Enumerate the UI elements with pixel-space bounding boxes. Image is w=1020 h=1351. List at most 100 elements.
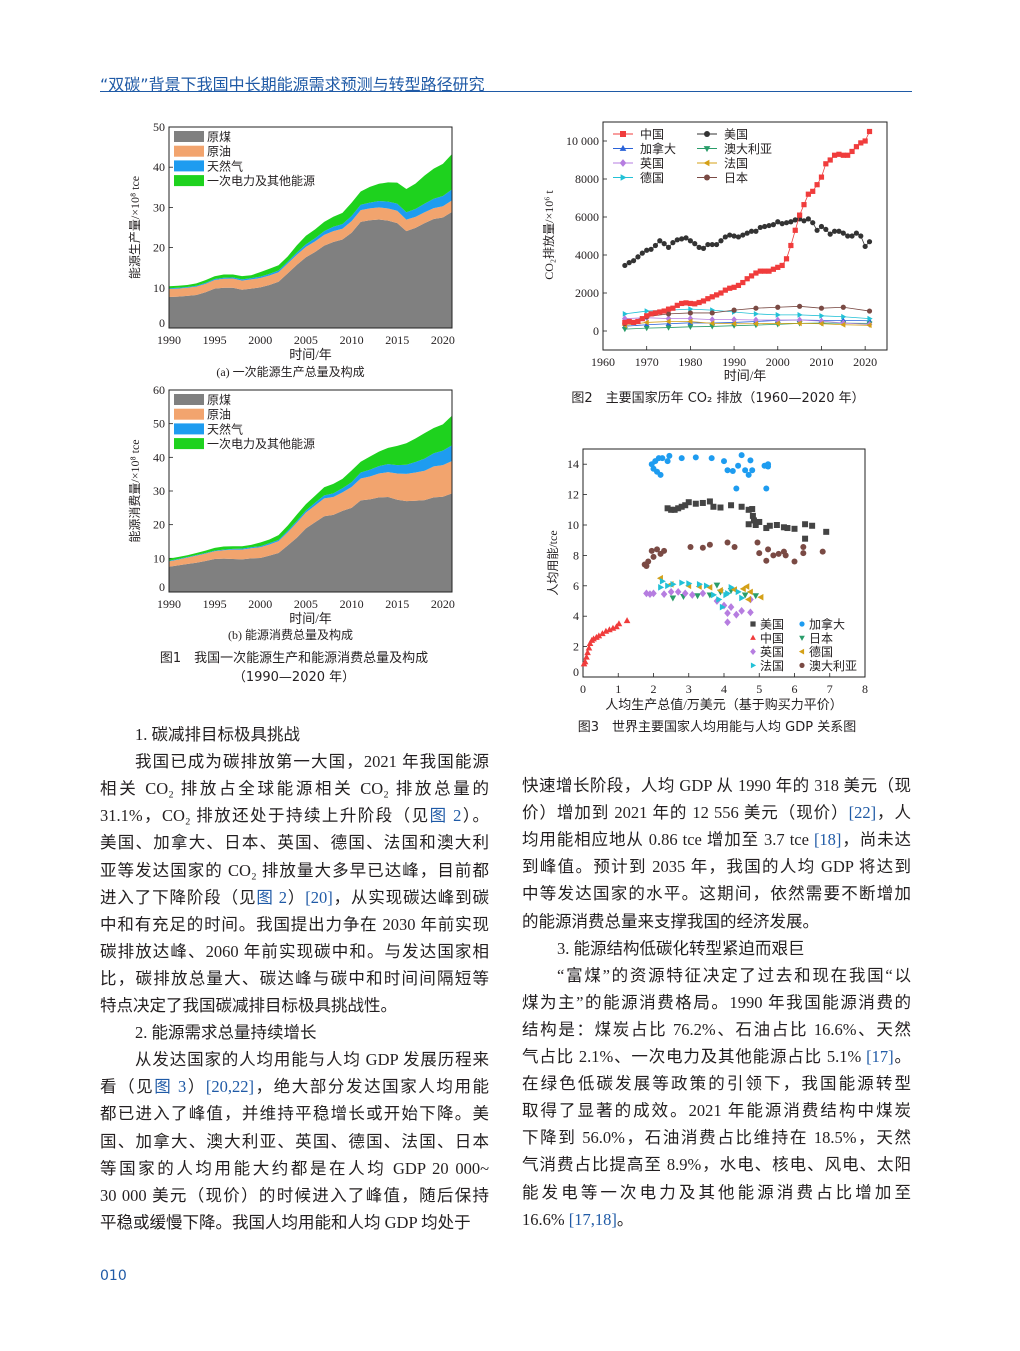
data-point [683,300,689,306]
text-segment: 等国家的人均用能大约都是在人均 GDP 20 000~ [100,1158,489,1178]
data-point [687,318,693,325]
legend-label: 原油 [207,145,231,159]
data-point [819,548,826,555]
x-tick-label: 6 [792,682,798,696]
x-tick-label: 1980 [678,355,702,369]
data-point [728,584,735,591]
data-point [862,243,868,250]
data-point [674,587,682,596]
text-line: 进入了下降阶段（见图 2）[20]，从实现碳达峰到碳 [100,884,489,911]
legend-marker [619,144,627,151]
x-tick-label: 2000 [248,597,272,611]
reference-link[interactable]: 图 2 [429,806,462,826]
data-point [735,588,742,596]
data-point [841,313,847,320]
data-point [770,266,776,272]
text-segment: 亚等发达国家的 CO₂ 排放量大多早已达峰，目前都 [100,860,489,880]
reference-link[interactable]: [20,22] [205,1077,255,1097]
data-point [754,539,761,546]
data-point [661,308,667,314]
data-point [692,241,698,247]
y-tick-label: 10 [567,518,579,532]
data-point [831,152,838,158]
data-point [671,506,678,513]
text-line: 下降到 56.0%，石油消费占比维持在 18.5%，天然 [522,1124,911,1151]
x-tick-label: 2010 [340,333,364,347]
data-point [643,563,650,570]
data-point [700,245,707,251]
data-point [586,639,594,646]
x-tick-label: 2010 [809,355,833,369]
text-segment: 相关 CO₂ 排放占全球能源相关 CO₂ 排放总量的 [100,779,489,799]
data-point [724,467,731,474]
data-point [797,212,803,218]
y-tick-label: 40 [153,160,165,174]
data-point [801,202,807,208]
y-tick-label: 50 [153,417,165,431]
data-point [711,591,718,599]
data-point [814,227,820,233]
data-point [727,232,733,238]
reference-link[interactable]: [17] [866,1047,894,1066]
data-point [718,238,724,244]
data-point [678,503,685,510]
data-point [763,525,770,532]
x-tick-label: 2005 [294,597,318,611]
text-line: 都已进入了峰值，并维持平稳增长或开始下降。美 [100,1100,489,1127]
data-point [774,320,780,327]
data-point [739,585,746,593]
data-point [752,320,759,327]
legend-swatch [174,175,204,187]
area-other [169,154,452,289]
data-point [681,589,689,598]
data-point [705,241,711,248]
legend-swatch [174,145,204,157]
text-line: 均用能相应地从 0.86 tce 增加至 3.7 tce [18]，尚未达 [522,826,911,853]
x-tick-label: 2000 [766,355,790,369]
data-point [747,608,754,617]
reference-link[interactable]: [20] [305,887,333,907]
text-line: 取得了显著的成效。2021 年能源消费结构中煤炭 [522,1097,911,1124]
data-point [644,308,650,314]
data-point [635,254,641,260]
text-segment: ，尚未达 [841,830,911,850]
data-point [699,589,707,598]
x-tick-label: 1 [615,682,621,696]
x-tick-label: 3 [686,682,692,696]
data-point [696,244,702,250]
text-line: 平稳或缓慢下降。我国人均用能和人均 GDP 均处于 [100,1209,489,1236]
data-point [668,506,675,513]
text-line: 比，碳排放总量大、碳达峰与碳中和时间间隔短等 [100,965,489,992]
data-point [745,521,752,528]
reference-link[interactable]: 图 3 [154,1077,187,1097]
reference-link[interactable]: [18] [813,830,842,850]
legend-label: 法国 [724,157,748,171]
legend-label: 美国 [724,128,748,142]
x-tick-label: 2015 [385,333,409,347]
subfigure-caption: (b) 能源消费总量及构成 [228,627,353,642]
x-tick-label: 1990 [722,355,746,369]
text-segment: ）。 [461,806,490,826]
data-point [810,188,816,194]
reference-link[interactable]: [22] [848,803,877,823]
y-axis-label: CO₂排放量/×10⁶ t [541,190,556,280]
legend-label: 加拿大 [640,141,676,156]
page-number: 010 [100,1268,127,1284]
data-point [796,316,803,324]
reference-link[interactable]: [17,18] [568,1209,617,1229]
data-point [670,305,676,311]
data-point [745,471,752,478]
data-point [752,522,759,528]
data-point [801,218,807,224]
data-point [749,512,756,519]
text-segment: 。 [893,1047,911,1066]
plot-frame [168,389,453,593]
reference-link[interactable]: 图 2 [256,887,287,907]
data-point [722,234,728,240]
legend-marker [620,131,626,137]
data-point [665,306,672,312]
x-tick-label: 2000 [248,333,272,347]
data-point [679,579,686,587]
data-point [818,305,825,311]
